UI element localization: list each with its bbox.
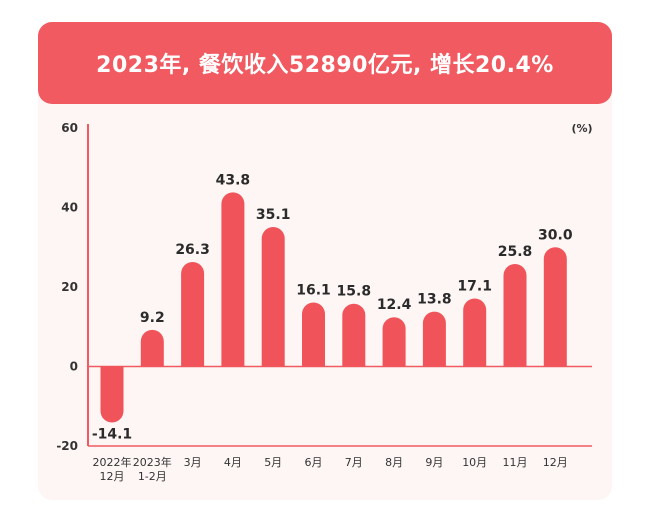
chart-title: 2023年, 餐饮收入52890亿元, 增长20.4% xyxy=(96,53,554,78)
x-tick-label-7: 8月 xyxy=(385,456,403,469)
data-label-4: 35.1 xyxy=(256,207,291,223)
x-tick-label-6: 7月 xyxy=(345,456,363,469)
data-label-6: 15.8 xyxy=(337,284,372,300)
bar-4 xyxy=(261,226,285,367)
bar-3 xyxy=(221,192,245,367)
bar-6 xyxy=(342,303,366,367)
data-label-0: -14.1 xyxy=(92,427,132,443)
x-tick-label-1: 1-2月 xyxy=(138,470,167,483)
x-tick-label-0: 2022年 xyxy=(93,455,132,469)
y-tick-label: -20 xyxy=(56,439,78,453)
x-tick-label-2: 3月 xyxy=(184,456,202,469)
x-tick-label-1: 2023年 xyxy=(133,455,172,469)
data-label-7: 12.4 xyxy=(377,297,412,313)
x-tick-label-5: 6月 xyxy=(305,456,323,469)
bar-7 xyxy=(382,317,406,367)
bar-2 xyxy=(181,261,205,367)
bar-1 xyxy=(140,329,164,367)
data-label-2: 26.3 xyxy=(175,242,210,258)
x-tick-label-8: 9月 xyxy=(425,456,443,469)
data-label-10: 25.8 xyxy=(498,244,533,260)
x-tick-label-9: 10月 xyxy=(462,456,487,469)
data-label-3: 43.8 xyxy=(216,172,251,188)
bar-0 xyxy=(100,366,124,423)
data-label-5: 16.1 xyxy=(296,283,331,299)
data-label-11: 30.0 xyxy=(538,227,573,243)
unit-label: (%) xyxy=(571,122,592,135)
y-tick-label: 20 xyxy=(61,280,78,294)
bar-11 xyxy=(543,247,567,367)
x-tick-label-11: 12月 xyxy=(543,456,568,469)
x-tick-label-10: 11月 xyxy=(503,456,528,469)
y-tick-label: 60 xyxy=(61,121,78,135)
x-tick-label-0: 12月 xyxy=(100,470,125,483)
data-label-1: 9.2 xyxy=(140,310,165,326)
data-label-9: 17.1 xyxy=(457,279,492,295)
x-tick-label-3: 4月 xyxy=(224,456,242,469)
data-label-8: 13.8 xyxy=(417,292,452,308)
title-banner: 2023年, 餐饮收入52890亿元, 增长20.4% xyxy=(38,22,612,104)
bar-10 xyxy=(503,263,527,367)
bar-8 xyxy=(422,311,446,367)
y-tick-label: 40 xyxy=(61,201,78,215)
y-tick-label: 0 xyxy=(70,360,78,374)
bar-9 xyxy=(463,298,487,367)
bar-5 xyxy=(302,302,325,367)
x-tick-label-4: 5月 xyxy=(264,456,282,469)
